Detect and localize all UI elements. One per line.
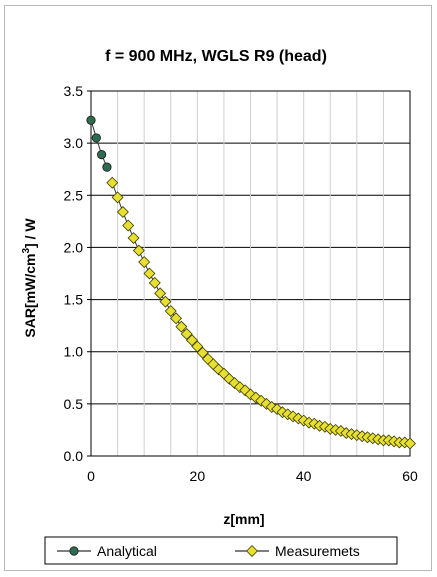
data-point-measurement: [111, 191, 124, 204]
plot-area: [90, 90, 411, 457]
x-tick-label: 40: [296, 468, 312, 484]
y-axis-label-suffix: ] / W: [22, 218, 38, 248]
data-point-measurement: [106, 176, 119, 189]
y-tick-label: 0.5: [64, 396, 84, 412]
data-point-measurement: [180, 328, 193, 340]
series-measuremets: [106, 176, 416, 450]
x-tick-label: 0: [87, 468, 95, 484]
data-point-measurement: [159, 295, 172, 308]
data-point-analytical: [91, 133, 101, 143]
y-tick-label: 1.0: [64, 344, 84, 360]
y-tick-label: 3.5: [64, 83, 84, 99]
data-point-measurement: [196, 346, 209, 359]
x-tick-labels: 0 20 40 60: [87, 468, 418, 484]
data-point-measurement: [164, 305, 177, 318]
sar-chart: f = 900 MHz, WGLS R9 (head) 0.0 0.5 1.0 1.5…: [21, 48, 418, 565]
data-point-analytical: [86, 115, 96, 125]
data-point-measurement: [170, 312, 183, 325]
data-point-measurement: [228, 377, 241, 389]
legend: Analytical Measuremets: [57, 543, 360, 559]
data-point-measurement: [116, 206, 129, 218]
data-point-measurement: [143, 267, 156, 280]
data-point-measurement: [175, 320, 188, 333]
data-point-measurement: [244, 388, 257, 401]
legend-box: [44, 536, 398, 565]
chart-frame: f = 900 MHz, WGLS R9 (head) 0.0 0.5 1.0 1.5…: [4, 5, 432, 571]
data-series: [86, 115, 416, 450]
series-analytical: [86, 115, 112, 172]
data-point-measurement: [132, 244, 145, 257]
legend-item-analytical: Analytical: [57, 543, 157, 559]
legend-label: Analytical: [97, 543, 157, 559]
data-point-measurement: [122, 219, 135, 232]
legend-label: Measuremets: [275, 543, 360, 559]
x-axis-label: z[mm]: [223, 511, 264, 527]
data-point-measurement: [404, 437, 416, 450]
data-point-analytical: [97, 150, 107, 160]
data-point-measurement: [127, 232, 140, 245]
y-tick-labels: 0.0 0.5 1.0 1.5 2.0 2.5 3.0 3.5: [64, 83, 91, 464]
data-point-measurement: [148, 276, 161, 289]
y-tick-label: 0.0: [64, 448, 84, 464]
grid: [91, 90, 410, 457]
data-point-analytical: [69, 546, 79, 556]
y-axis-label-main: SAR[mW/cm: [22, 254, 38, 338]
data-point-measurement: [154, 287, 167, 300]
legend-item-measuremets: Measuremets: [235, 543, 360, 559]
data-point-measurement: [191, 340, 204, 353]
y-axis-label: SAR[mW/cm3] / W: [21, 218, 38, 338]
y-tick-label: 2.0: [64, 239, 84, 255]
data-point-measurement: [138, 256, 151, 268]
x-tick-label: 60: [402, 468, 418, 484]
data-point-measurement: [246, 545, 258, 557]
y-tick-label: 1.5: [64, 292, 84, 308]
y-axis-label-superscript: 3: [21, 248, 32, 254]
data-point-analytical: [102, 162, 112, 172]
series-line: [90, 120, 108, 168]
data-point-measurement: [186, 334, 198, 347]
y-tick-label: 3.0: [64, 135, 84, 151]
x-tick-label: 20: [190, 468, 206, 484]
y-tick-label: 2.5: [64, 187, 84, 203]
chart-title: f = 900 MHz, WGLS R9 (head): [105, 48, 327, 65]
